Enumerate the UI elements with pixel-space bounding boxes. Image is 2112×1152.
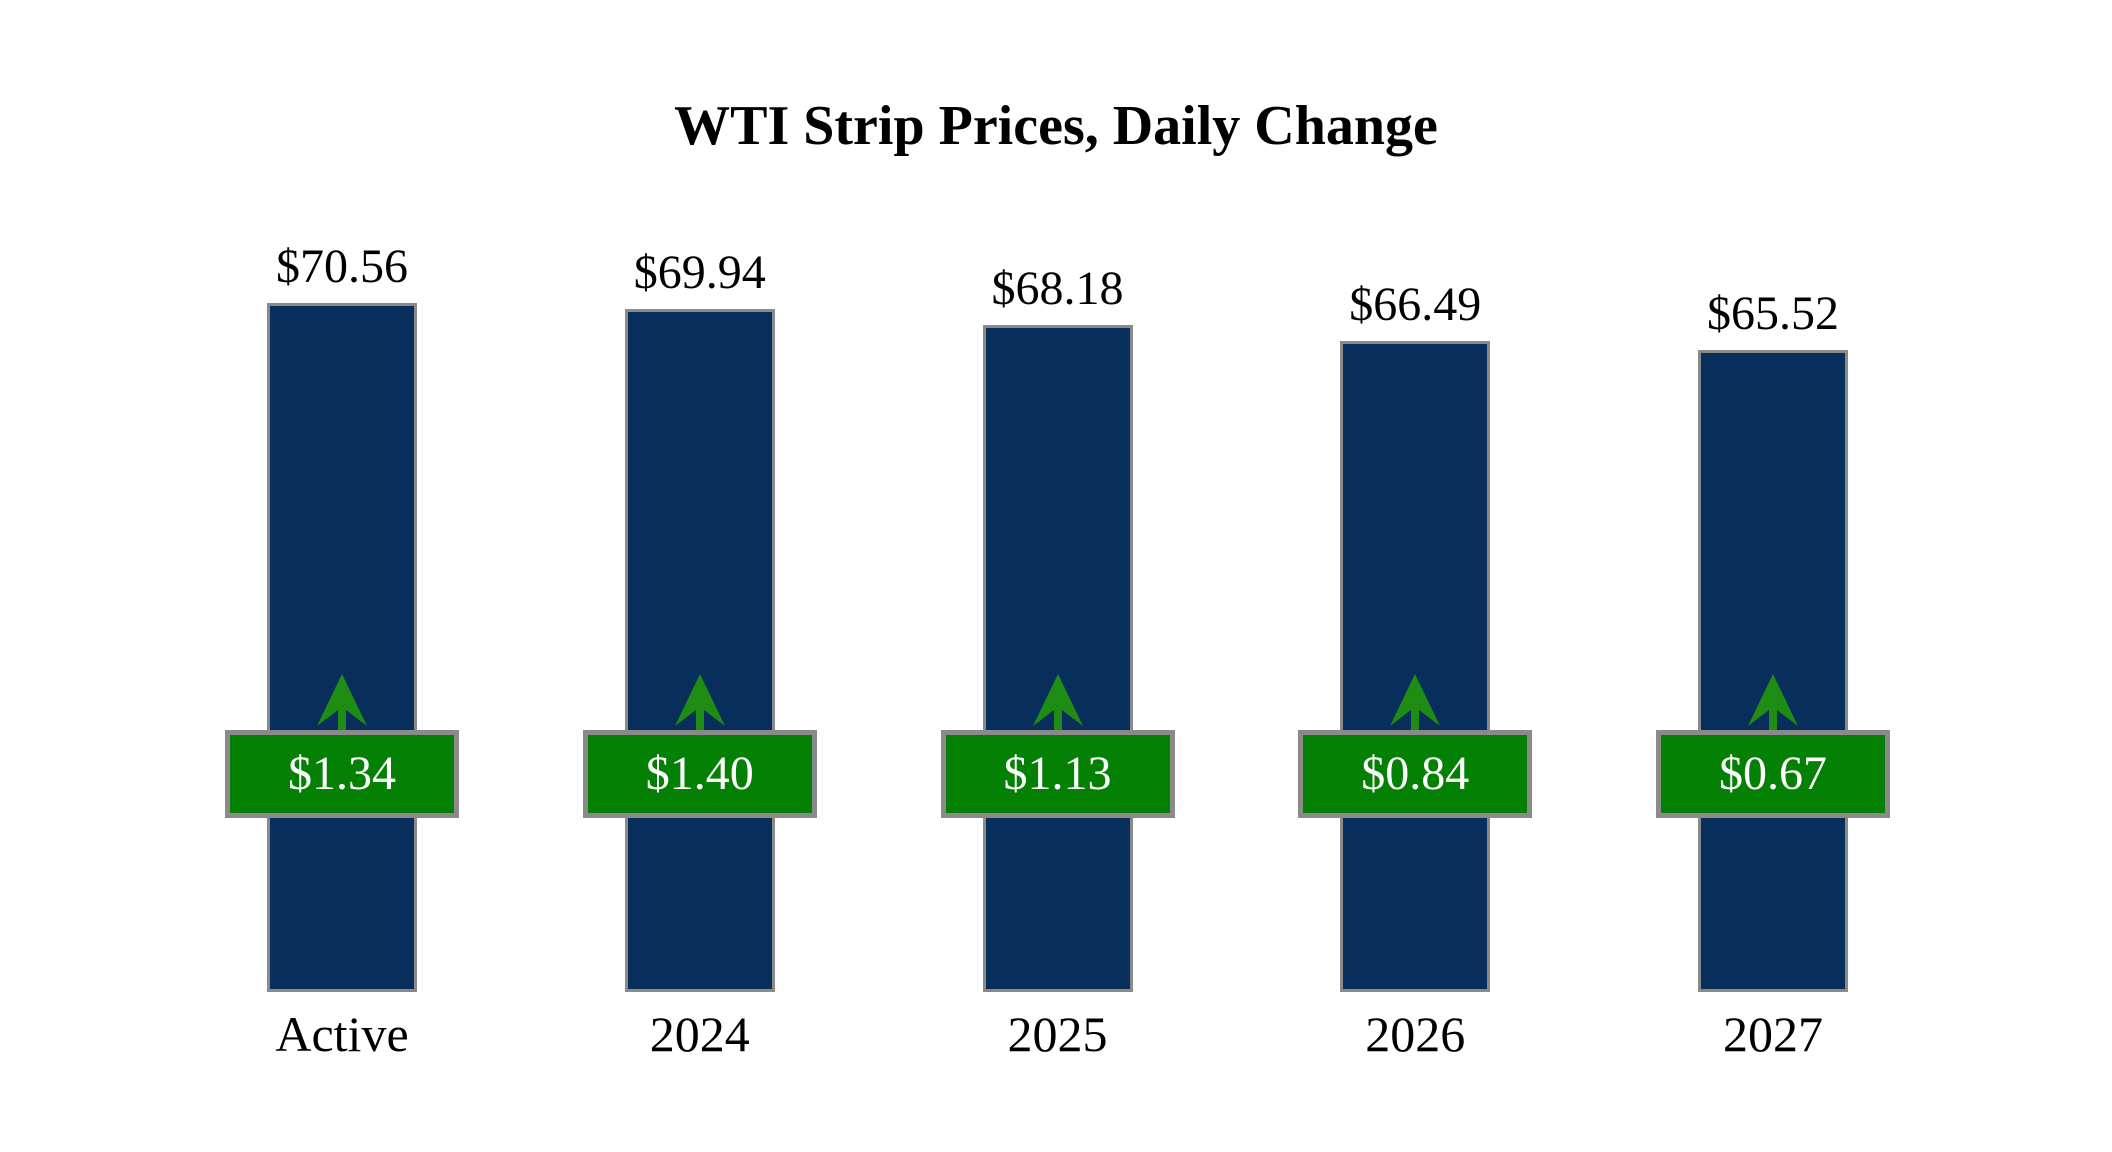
price-value-label: $68.18: [991, 262, 1124, 315]
daily-change-badge: $0.67: [1656, 730, 1890, 818]
daily-change-value: $1.34: [288, 747, 396, 800]
price-bar: [1698, 350, 1848, 992]
up-arrow-icon: [1032, 674, 1083, 730]
price-value-label: $66.49: [1349, 278, 1482, 331]
daily-change-badge: $1.13: [940, 730, 1175, 818]
price-bar: [624, 309, 775, 992]
up-arrow-icon: [674, 674, 725, 730]
up-arrow-icon: [1390, 674, 1441, 730]
category-label: 2025: [1007, 1006, 1108, 1062]
up-arrow-icon: [317, 674, 367, 730]
price-value-label: $69.94: [633, 246, 766, 299]
price-bar: [1340, 341, 1491, 992]
daily-change-badge: $1.34: [225, 730, 459, 818]
daily-change-value: $0.84: [1361, 747, 1470, 800]
price-bar: [267, 303, 417, 992]
price-bar: [982, 325, 1133, 992]
bar-group: $70.56 $1.34 Active: [192, 0, 492, 1152]
category-label: 2027: [1723, 1006, 1823, 1062]
daily-change-value: $0.67: [1719, 747, 1827, 800]
price-value-label: $65.52: [1707, 287, 1839, 340]
daily-change-value: $1.40: [645, 747, 754, 800]
category-label: 2026: [1365, 1006, 1466, 1062]
bar-group: $65.52 $0.67 2027: [1623, 0, 1923, 1152]
up-arrow-icon: [1748, 674, 1798, 730]
bar-group: $66.49 $0.84 2026: [1265, 0, 1565, 1152]
category-label: Active: [275, 1006, 409, 1062]
chart-title: WTI Strip Prices, Daily Change: [674, 95, 1438, 157]
price-value-label: $70.56: [276, 240, 408, 293]
daily-change-badge: $0.84: [1298, 730, 1533, 818]
category-label: 2024: [649, 1006, 750, 1062]
daily-change-badge: $1.40: [582, 730, 817, 818]
daily-change-value: $1.13: [1003, 747, 1112, 800]
bar-group: $69.94 $1.40 2024: [550, 0, 850, 1152]
bar-group: $68.18 $1.13 2025: [908, 0, 1208, 1152]
